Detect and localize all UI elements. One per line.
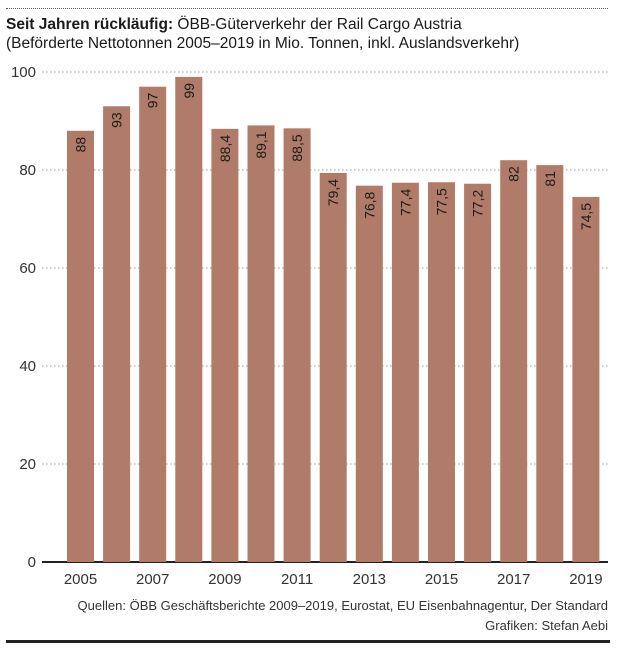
bar-value-label: 93	[109, 112, 125, 128]
bar	[139, 86, 167, 562]
bar-value-label: 79,4	[325, 179, 341, 206]
x-tick-label: 2009	[208, 571, 241, 588]
chart-subtitle: (Beförderte Nettotonnen 2005–2019 in Mio…	[6, 35, 520, 52]
bar	[211, 128, 239, 562]
bar	[391, 182, 419, 563]
bar	[247, 125, 275, 562]
bar-value-label: 89,1	[253, 131, 269, 158]
bar	[536, 165, 564, 562]
bar	[572, 196, 600, 562]
source-note: Quellen: ÖBB Geschäftsberichte 2009–2019…	[77, 598, 608, 613]
credit-note: Grafiken: Stefan Aebi	[485, 618, 608, 633]
x-tick-label: 2005	[64, 571, 97, 588]
title-rest: ÖBB-Güterverkehr der Rail Cargo Austria	[173, 16, 462, 33]
bar	[175, 76, 203, 563]
bar-value-label: 97	[145, 92, 161, 108]
bar-value-label: 74,5	[578, 203, 594, 230]
bar-value-label: 99	[181, 83, 197, 99]
x-tick-label: 2013	[353, 571, 386, 588]
bar	[103, 106, 131, 563]
x-tick-label: 2015	[425, 571, 458, 588]
bar-value-label: 88	[73, 137, 89, 153]
bar-value-label: 82	[506, 166, 522, 182]
title-bold: Seit Jahren rückläufig:	[6, 16, 174, 33]
bar	[283, 128, 311, 562]
bar-value-label: 77,2	[470, 190, 486, 217]
x-axis-ticks: 2005 2007 2009 2011 2013 2015 2017 2019	[64, 571, 603, 588]
bar-value-label: 88,4	[217, 135, 233, 162]
y-tick-label: 40	[19, 358, 36, 375]
y-axis-ticks: 0 20 40 60 80 100	[11, 64, 36, 571]
x-tick-label: 2011	[281, 571, 313, 588]
x-tick-label: 2019	[569, 571, 602, 588]
bar	[464, 183, 492, 562]
bar-value-label: 77,4	[397, 189, 413, 216]
bar	[355, 185, 383, 562]
x-tick-label: 2007	[136, 571, 169, 588]
y-tick-label: 80	[19, 162, 36, 179]
y-tick-label: 0	[28, 554, 36, 571]
y-tick-label: 100	[11, 64, 36, 81]
bar-value-label: 76,8	[361, 191, 377, 218]
chart-title: Seit Jahren rückläufig: ÖBB-Güterverkehr…	[6, 15, 612, 34]
bar	[319, 172, 347, 562]
bars: 88 93 97 99 88,4 89,1 88,5 79,4 76,8 77,4 77,5 77,2…	[67, 76, 600, 563]
bottom-rule	[6, 640, 610, 643]
x-tick-label: 2017	[497, 571, 530, 588]
y-tick-label: 20	[19, 456, 36, 473]
top-rule	[6, 8, 608, 9]
bar	[67, 130, 94, 563]
bar-value-label: 81	[542, 171, 558, 187]
bar-value-label: 88,5	[289, 134, 305, 161]
bar	[500, 160, 528, 562]
y-tick-label: 60	[19, 260, 36, 277]
bar-value-label: 77,5	[434, 188, 450, 215]
bar	[428, 182, 455, 562]
